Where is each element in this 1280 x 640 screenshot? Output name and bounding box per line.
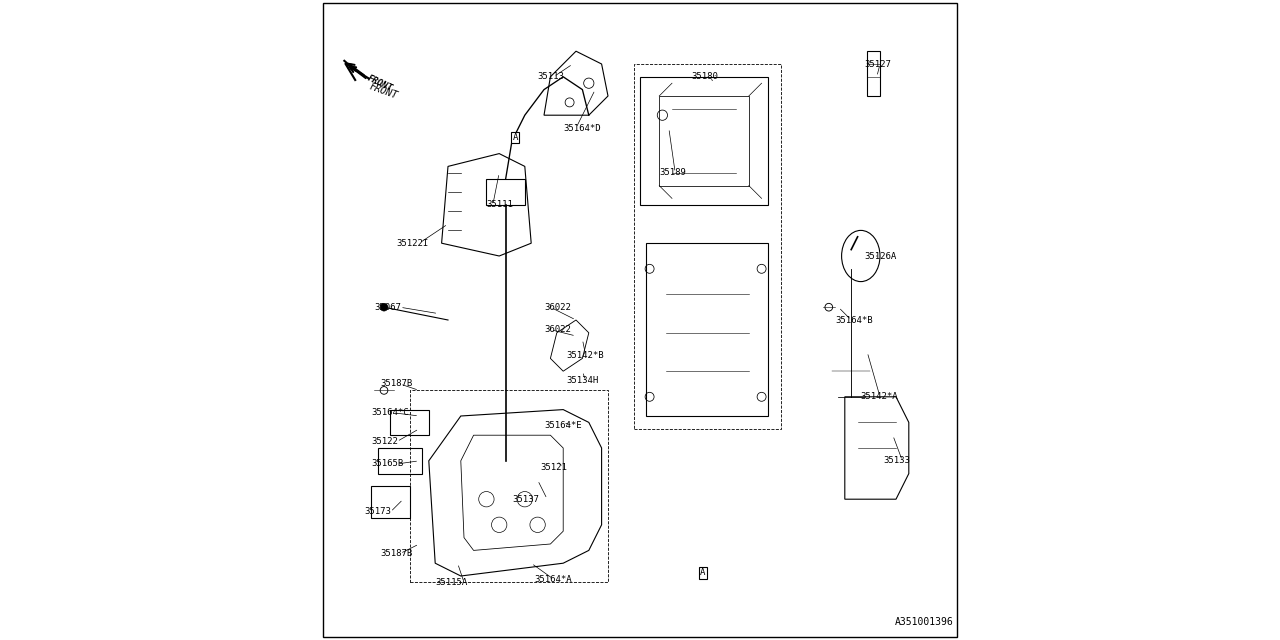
Text: 35127: 35127 [864,60,891,68]
Text: 35115A: 35115A [435,578,467,587]
Text: 35122: 35122 [371,437,398,446]
Text: 35180: 35180 [691,72,718,81]
Text: 35126A: 35126A [864,252,896,260]
Text: 35134H: 35134H [566,376,599,385]
Text: 35067: 35067 [374,303,401,312]
Text: 35122I: 35122I [397,239,429,248]
Bar [634,64,781,429]
Text: 35133: 35133 [883,456,910,465]
Text: 35142*A: 35142*A [860,392,899,401]
Text: 35164*D: 35164*D [563,124,600,132]
Text: 35121: 35121 [540,463,567,472]
Text: 35189: 35189 [659,168,686,177]
Text: 35164*E: 35164*E [544,421,581,430]
Text: 35164*A: 35164*A [535,575,572,584]
Text: 35113: 35113 [538,72,564,81]
Text: FRONT: FRONT [369,82,399,101]
Bar [410,390,608,582]
Circle shape [380,303,388,311]
Text: 36022: 36022 [544,303,571,312]
Text: 35173: 35173 [365,508,392,516]
Text: 35187B: 35187B [381,549,413,558]
Text: A: A [700,568,705,577]
Text: FRONT: FRONT [366,74,394,93]
Text: 36022: 36022 [544,325,571,334]
Text: 35137: 35137 [512,495,539,504]
Text: 35165B: 35165B [371,460,403,468]
Text: 35187B: 35187B [381,380,413,388]
Text: A: A [512,133,518,142]
Text: 35164*B: 35164*B [836,316,873,324]
Text: A351001396: A351001396 [895,617,954,627]
Text: 35142*B: 35142*B [566,351,604,360]
Text: 35111: 35111 [486,200,513,209]
Text: 35164*C: 35164*C [371,408,408,417]
